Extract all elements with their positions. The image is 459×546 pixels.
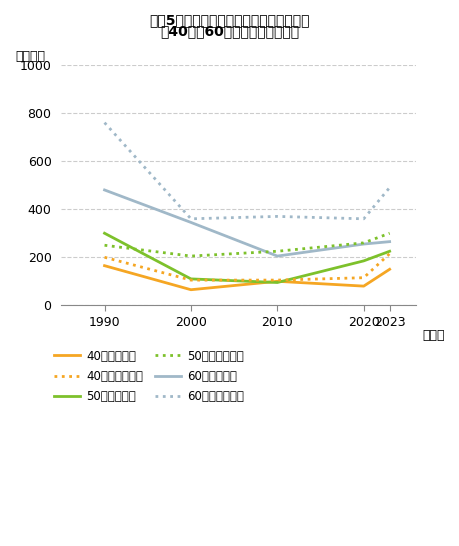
Text: （40代～60代　２人以上世帯）: （40代～60代 ２人以上世帯） (160, 25, 299, 39)
Text: 図袆5　負債の有無別にみた有価証券残高: 図袆5 負債の有無別にみた有価証券残高 (150, 14, 309, 28)
Legend: 40代負債保有, 40代負債非保有, 50代負債保有, 50代負債非保有, 60代負債保有, 60代負債非保有: 40代負債保有, 40代負債非保有, 50代負債保有, 50代負債非保有, 60… (50, 345, 248, 407)
Text: （年）: （年） (421, 329, 444, 342)
Text: （万円）: （万円） (15, 50, 45, 63)
